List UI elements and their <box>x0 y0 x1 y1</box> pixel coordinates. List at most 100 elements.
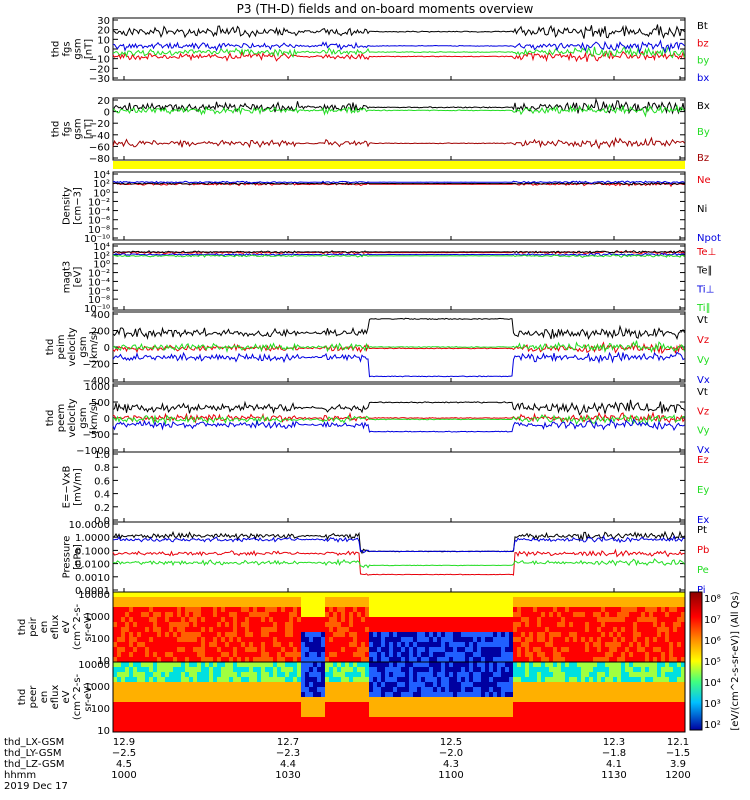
heatmap-cell <box>597 657 601 662</box>
heatmap-cell <box>297 727 301 732</box>
heatmap-cell <box>325 597 329 602</box>
heatmap-cell <box>541 717 545 722</box>
heatmap-cell <box>553 622 557 627</box>
heatmap-cell <box>621 647 625 652</box>
heatmap-cell <box>605 662 609 667</box>
heatmap-cell <box>633 607 637 612</box>
heatmap-cell <box>369 617 373 622</box>
heatmap-cell <box>485 712 489 717</box>
heatmap-cell <box>273 632 277 637</box>
heatmap-cell <box>361 612 365 617</box>
heatmap-cell <box>293 667 297 672</box>
heatmap-cell <box>137 717 141 722</box>
heatmap-cell <box>573 672 577 677</box>
heatmap-cell <box>529 602 533 607</box>
heatmap-cell <box>169 702 173 707</box>
heatmap-cell <box>185 717 189 722</box>
heatmap-cell <box>433 702 437 707</box>
heatmap-cell <box>401 672 405 677</box>
heatmap-cell <box>145 592 149 597</box>
heatmap-cell <box>189 697 193 702</box>
panel-frame <box>112 171 686 241</box>
heatmap-cell <box>661 717 665 722</box>
heatmap-cell <box>393 692 397 697</box>
heatmap-cell <box>269 617 273 622</box>
heatmap-cell <box>657 712 661 717</box>
heatmap-cell <box>561 642 565 647</box>
heatmap-cell <box>349 667 353 672</box>
heatmap-cell <box>173 672 177 677</box>
heatmap-cell <box>293 617 297 622</box>
heatmap-cell <box>317 677 321 682</box>
heatmap-cell <box>597 607 601 612</box>
heatmap-cell <box>673 682 677 687</box>
heatmap-cell <box>389 722 393 727</box>
heatmap-cell <box>445 622 449 627</box>
heatmap-cell <box>361 627 365 632</box>
heatmap-cell <box>493 602 497 607</box>
heatmap-cell <box>473 597 477 602</box>
heatmap-cell <box>117 712 121 717</box>
heatmap-cell <box>269 637 273 642</box>
heatmap-cell <box>349 717 353 722</box>
heatmap-cell <box>669 667 673 672</box>
heatmap-cell <box>305 612 309 617</box>
heatmap-cell <box>353 687 357 692</box>
heatmap-cell <box>605 647 609 652</box>
heatmap-cell <box>637 717 641 722</box>
heatmap-cell <box>161 697 165 702</box>
heatmap-cell <box>577 637 581 642</box>
heatmap-cell <box>661 672 665 677</box>
heatmap-cell <box>289 687 293 692</box>
heatmap-cell <box>333 662 337 667</box>
heatmap-cell <box>245 697 249 702</box>
heatmap-cell <box>393 717 397 722</box>
heatmap-cell <box>329 632 333 637</box>
heatmap-cell <box>189 667 193 672</box>
heatmap-cell <box>653 612 657 617</box>
heatmap-cell <box>573 717 577 722</box>
heatmap-cell <box>197 662 201 667</box>
heatmap-cell <box>193 612 197 617</box>
heatmap-cell <box>181 697 185 702</box>
heatmap-cell <box>433 627 437 632</box>
heatmap-cell <box>441 692 445 697</box>
heatmap-cell <box>497 702 501 707</box>
heatmap-cell <box>353 677 357 682</box>
heatmap-cell <box>537 602 541 607</box>
heatmap-cell <box>197 657 201 662</box>
heatmap-cell <box>421 717 425 722</box>
heatmap-cell <box>285 592 289 597</box>
heatmap-cell <box>373 707 377 712</box>
heatmap-cell <box>537 687 541 692</box>
heatmap-cell <box>173 707 177 712</box>
heatmap-cell <box>161 702 165 707</box>
heatmap-cell <box>573 652 577 657</box>
heatmap-cell <box>317 672 321 677</box>
heatmap-cell <box>401 652 405 657</box>
heatmap-cell <box>289 597 293 602</box>
heatmap-cell <box>489 627 493 632</box>
heatmap-cell <box>281 682 285 687</box>
heatmap-cell <box>465 642 469 647</box>
heatmap-cell <box>365 687 369 692</box>
heatmap-cell <box>189 647 193 652</box>
heatmap-cell <box>417 622 421 627</box>
y-tick-label: −10 <box>89 55 110 66</box>
heatmap-cell <box>629 612 633 617</box>
heatmap-cell <box>205 622 209 627</box>
heatmap-cell <box>221 647 225 652</box>
heatmap-cell <box>609 632 613 637</box>
heatmap-cell <box>449 597 453 602</box>
heatmap-cell <box>317 692 321 697</box>
heatmap-cell <box>169 592 173 597</box>
heatmap-cell <box>609 592 613 597</box>
heatmap-cell <box>577 607 581 612</box>
heatmap-cell <box>665 622 669 627</box>
heatmap-cell <box>505 627 509 632</box>
heatmap-cell <box>505 602 509 607</box>
heatmap-cell <box>261 627 265 632</box>
heatmap-cell <box>141 672 145 677</box>
heatmap-cell <box>541 727 545 732</box>
heatmap-cell <box>185 702 189 707</box>
